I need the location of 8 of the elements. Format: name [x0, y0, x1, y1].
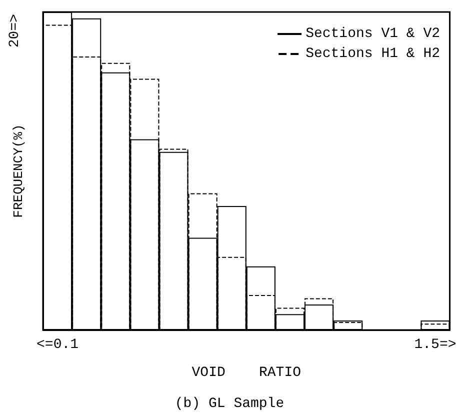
x-axis-title: VOID RATIO [192, 365, 301, 381]
legend-label: Sections H1 & H2 [306, 46, 440, 62]
text: 20=> [7, 14, 23, 48]
x-tick-label: 1.5=> [414, 337, 456, 353]
y-axis-title: FREQUENCY(%) [11, 124, 26, 218]
x-tick-label: <=0.1 [36, 337, 79, 353]
text: (b) GL Sample [174, 396, 284, 412]
legend-label: Sections V1 & V2 [306, 26, 440, 42]
